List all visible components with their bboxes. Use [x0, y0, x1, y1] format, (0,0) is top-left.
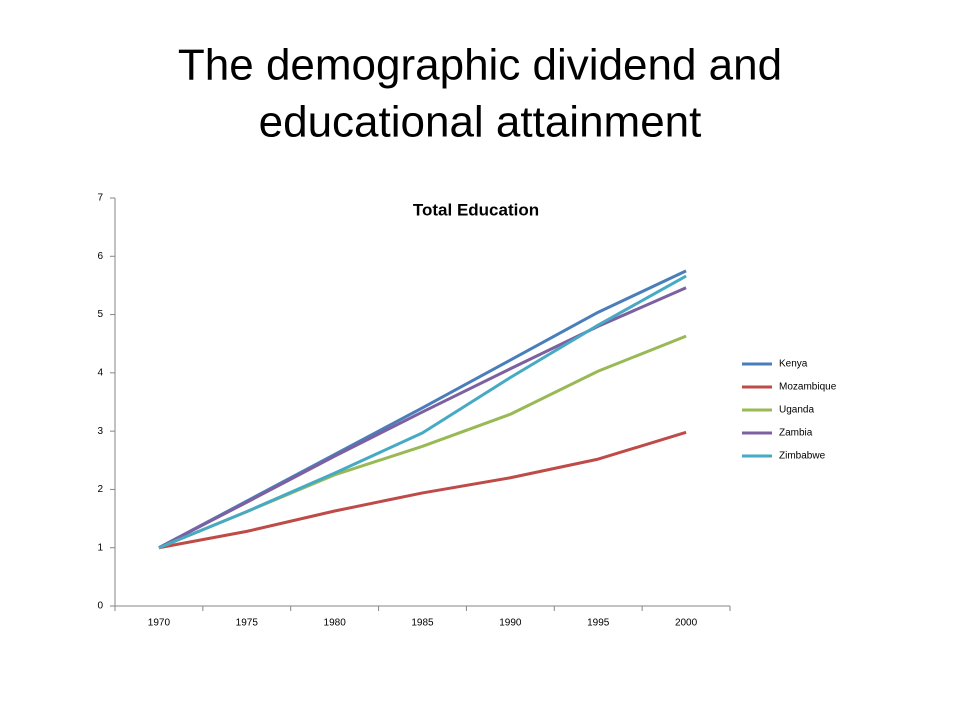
- y-tick-label: 6: [97, 251, 103, 262]
- legend-label: Zimbabwe: [779, 451, 826, 462]
- y-tick-label: 0: [97, 601, 103, 612]
- x-tick-label: 1995: [587, 618, 610, 629]
- legend-label: Kenya: [779, 359, 808, 370]
- x-tick-label: 2000: [675, 618, 698, 629]
- slide-title: The demographic dividend and: [178, 41, 782, 90]
- y-tick-label: 7: [97, 193, 103, 204]
- slide-title: educational attainment: [259, 98, 702, 147]
- y-tick-label: 1: [97, 542, 103, 553]
- chart-title: Total Education: [413, 200, 539, 219]
- x-tick-label: 1990: [499, 618, 522, 629]
- y-tick-label: 2: [97, 484, 103, 495]
- series-line: [158, 286, 687, 550]
- legend-label: Uganda: [779, 405, 814, 416]
- legend-label: Mozambique: [779, 382, 837, 393]
- x-tick-label: 1970: [148, 618, 171, 629]
- y-tick-label: 3: [97, 426, 103, 437]
- series-line: [158, 274, 687, 550]
- x-tick-label: 1985: [411, 618, 434, 629]
- x-tick-label: 1980: [324, 618, 347, 629]
- legend-label: Zambia: [779, 428, 813, 439]
- x-tick-label: 1975: [236, 618, 259, 629]
- y-tick-label: 4: [97, 367, 103, 378]
- y-tick-label: 5: [97, 309, 103, 320]
- series-line: [158, 430, 687, 550]
